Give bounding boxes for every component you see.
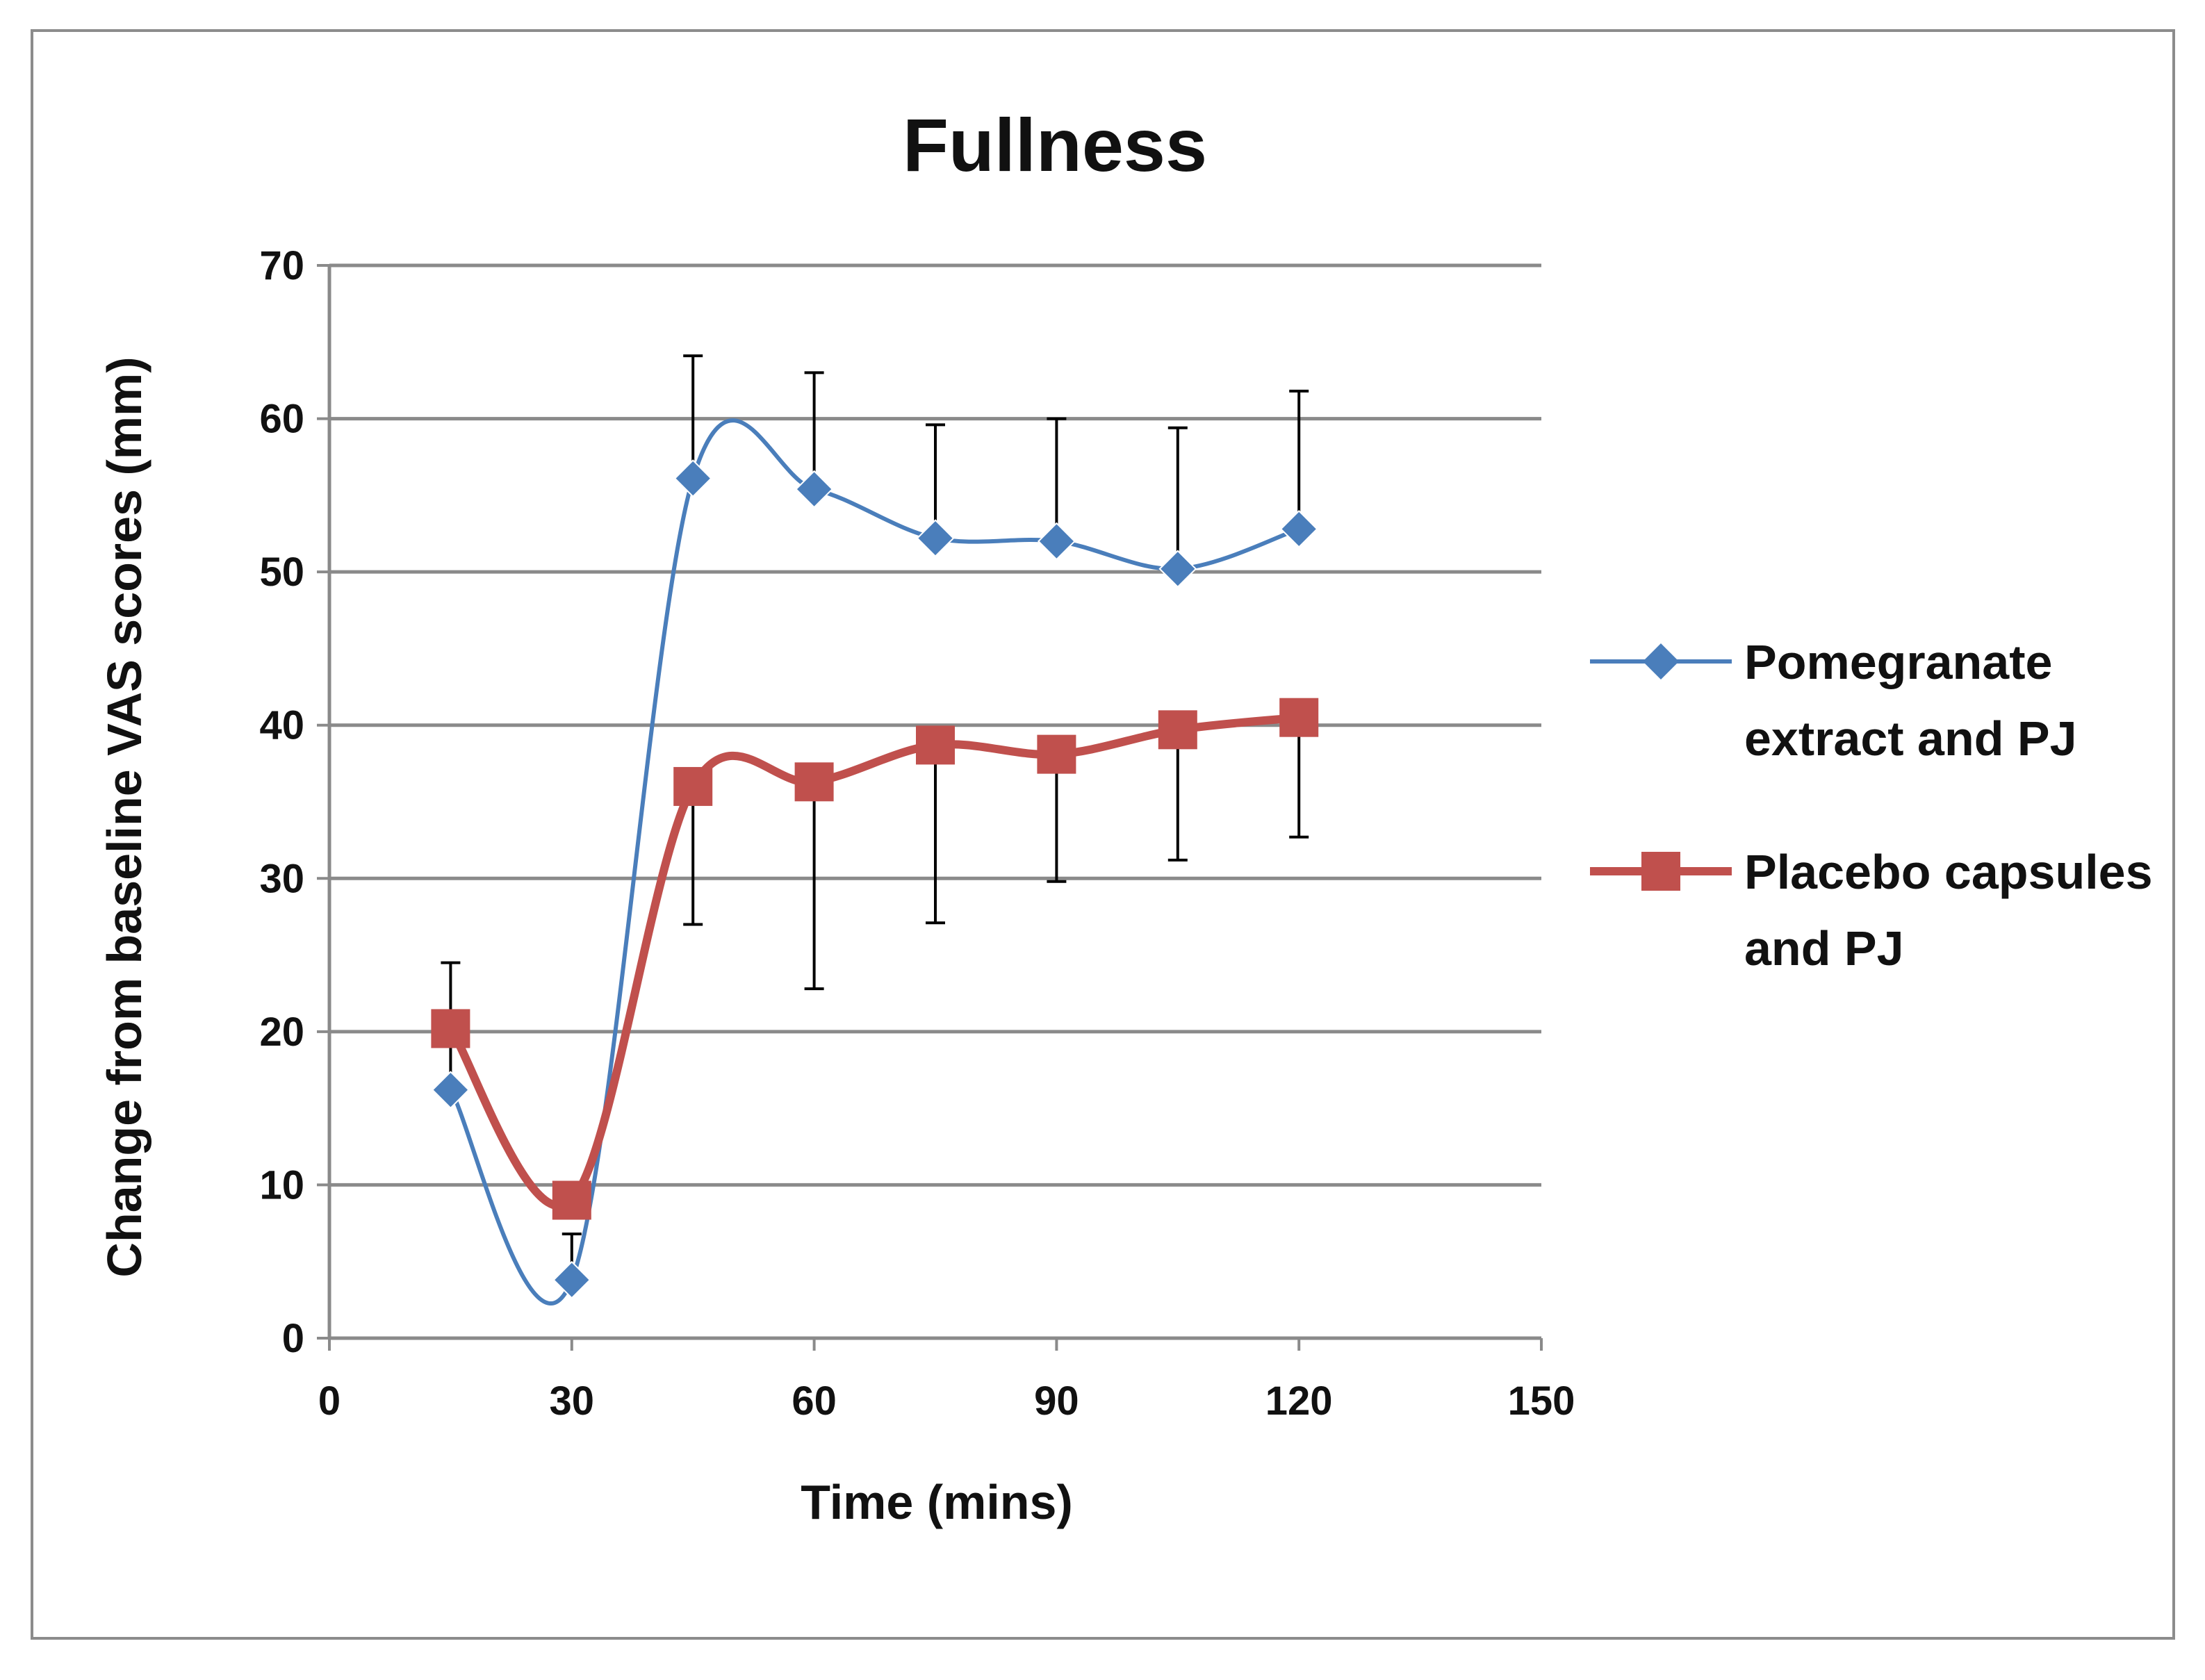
y-tick-label-10: 10: [259, 1162, 304, 1208]
series-2-point: [794, 762, 834, 802]
x-tick-label-150: 150: [1508, 1378, 1575, 1424]
series-2-point: [1037, 734, 1076, 774]
series-2-point: [431, 1009, 470, 1048]
series-1-point: [673, 459, 712, 498]
y-tick-label-50: 50: [259, 550, 304, 595]
y-axis-label: Change from baseline VAS scores (mm): [97, 356, 151, 1277]
x-tick-label-30: 30: [550, 1378, 595, 1424]
legend-series-1-label: Pomegranate: [1744, 635, 2052, 689]
y-tick-label-40: 40: [259, 703, 304, 748]
chart-svg: 0 10 20 30 40 50 60 70 0 30 60 90 120 150 Pomegranate…: [97, 103, 2153, 1529]
y-tick-label-20: 20: [259, 1010, 304, 1055]
series-2-point: [552, 1180, 591, 1220]
series-2-point: [1279, 698, 1319, 737]
y-tick-label-0: 0: [282, 1316, 304, 1361]
series-1-point: [1158, 550, 1197, 588]
legend-series-1-label: extract and PJ: [1744, 711, 2077, 766]
y-tick-label-30: 30: [259, 856, 304, 901]
series-1-point: [795, 470, 834, 509]
series-1-point: [552, 1260, 591, 1299]
series-1-point: [916, 519, 955, 558]
legend-series-2-label: Placebo capsules: [1744, 845, 2153, 899]
x-tick-label-60: 60: [792, 1378, 837, 1424]
series-2-point: [916, 725, 955, 765]
y-tick-label-60: 60: [259, 397, 304, 442]
x-tick-label-120: 120: [1265, 1378, 1333, 1424]
chart-title: Fullness: [903, 103, 1207, 187]
legend-series-1-marker: [1643, 643, 1679, 680]
legend-series-2-label: and PJ: [1744, 921, 1904, 975]
legend-series-2-marker: [1641, 852, 1680, 891]
x-tick-label-0: 0: [318, 1378, 341, 1424]
x-axis-label: Time (mins): [801, 1475, 1073, 1529]
series-1-point: [1037, 522, 1076, 561]
series-1-point: [1279, 509, 1318, 548]
series-2-line: [446, 713, 1304, 1210]
series-1-point: [431, 1071, 470, 1110]
series-2-point: [1158, 710, 1197, 750]
y-tick-label-70: 70: [259, 243, 304, 288]
x-tick-label-90: 90: [1034, 1378, 1079, 1424]
chart-frame: 0 10 20 30 40 50 60 70 0 30 60 90 120 150 Pomegranate…: [31, 29, 2175, 1640]
series-1-line: [448, 418, 1302, 1306]
series-2-point: [673, 766, 713, 806]
